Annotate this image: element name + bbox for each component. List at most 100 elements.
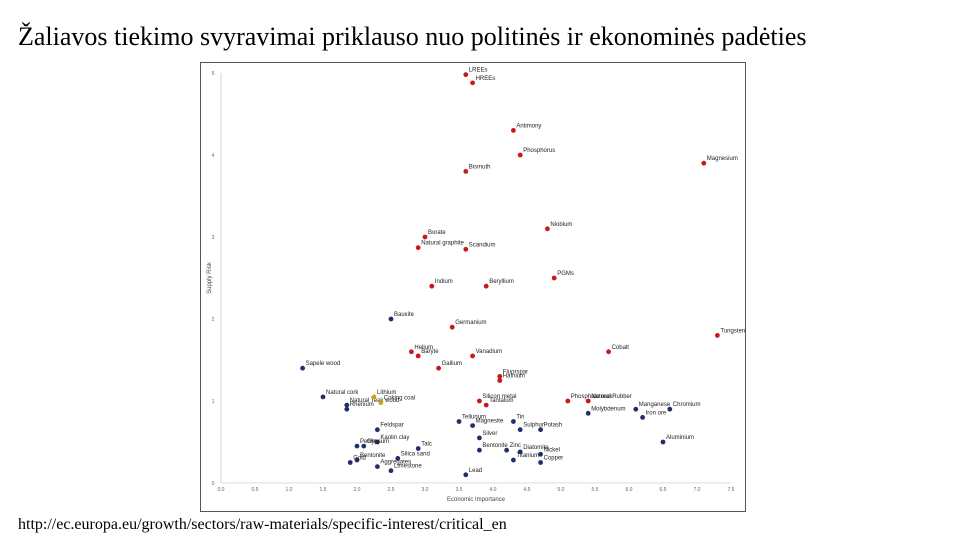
- data-point-label: Aggregates: [380, 460, 411, 466]
- x-tick-label: 2.0: [354, 487, 361, 493]
- data-point: [375, 464, 380, 469]
- data-point: [483, 402, 489, 408]
- data-point-label: Natural graphite: [421, 241, 464, 247]
- data-point-label: Rhenium: [350, 402, 374, 408]
- data-point-label: Lithium: [377, 390, 396, 396]
- x-tick-label: 1.5: [320, 487, 327, 493]
- data-point-label: Fluorspar: [503, 369, 528, 375]
- data-point-label: Silver: [482, 431, 497, 437]
- slide-title: Žaliavos tiekimo svyravimai priklauso nu…: [18, 22, 807, 51]
- data-point-label: Bentonite: [482, 443, 508, 449]
- data-point-label: Natural Rubber: [591, 394, 632, 400]
- data-point-label: Chromium: [673, 402, 701, 408]
- data-point: [395, 456, 401, 461]
- data-point: [483, 283, 489, 289]
- x-tick-label: 2.5: [388, 487, 395, 493]
- data-point: [470, 80, 475, 86]
- data-point: [517, 449, 523, 455]
- data-point-label: Vanadium: [476, 349, 503, 355]
- source-link[interactable]: http://ec.europa.eu/growth/sectors/raw-m…: [18, 516, 507, 533]
- data-point-label: Niobium: [550, 222, 572, 228]
- data-point-label: Bentonite: [360, 453, 386, 459]
- y-tick-label: 1: [212, 399, 215, 405]
- data-point: [497, 374, 503, 379]
- data-point-label: Talc: [421, 442, 432, 448]
- data-point-label: Kaolin clay: [380, 435, 409, 441]
- data-point: [378, 400, 384, 406]
- data-point: [511, 128, 516, 133]
- x-tick-label: 0.5: [252, 487, 259, 493]
- x-tick-label: 3.5: [456, 487, 463, 493]
- data-point: [511, 457, 516, 463]
- data-point-label: Copper: [544, 456, 564, 462]
- x-tick-label: 5.5: [592, 487, 599, 493]
- y-tick-label: 3: [212, 235, 215, 241]
- data-point: [667, 406, 673, 412]
- y-tick-label: 0: [212, 481, 215, 487]
- data-point-label: Sulphur: [523, 423, 544, 429]
- data-point-label: Magnesium: [707, 156, 738, 162]
- data-point-label: Borate: [428, 230, 446, 236]
- data-point: [585, 398, 591, 404]
- data-point-label: Bauxite: [394, 312, 415, 318]
- data-point-label: Magnesite: [476, 419, 504, 425]
- data-point-label: Feldspar: [380, 423, 403, 429]
- data-point: [463, 246, 469, 252]
- data-point: [300, 365, 305, 371]
- data-point-label: Gypsum: [367, 439, 389, 445]
- data-point: [511, 419, 516, 424]
- data-point: [565, 398, 571, 404]
- data-point: [415, 353, 421, 359]
- data-point: [463, 169, 469, 174]
- data-point-label: Gallium: [442, 361, 462, 367]
- data-point: [388, 316, 394, 322]
- data-point-label: Bismuth: [469, 164, 491, 170]
- x-tick-label: 6.0: [626, 487, 633, 493]
- data-point: [545, 226, 550, 232]
- data-point-label: LREEs: [469, 68, 488, 74]
- data-point-label: Germanium: [455, 320, 486, 326]
- data-point: [470, 423, 475, 428]
- data-point-label: Beryllium: [489, 279, 514, 285]
- data-point: [361, 443, 367, 449]
- data-point-label: Phosphorus: [523, 148, 555, 154]
- data-point: [517, 152, 523, 158]
- data-point-label: Tellurium: [462, 415, 486, 421]
- data-point: [633, 406, 639, 412]
- data-point: [606, 349, 611, 355]
- data-point: [415, 245, 421, 251]
- data-point-label: Diatomite: [523, 445, 549, 451]
- data-point: [344, 406, 350, 412]
- data-point-label: Indium: [435, 279, 453, 285]
- data-point: [660, 439, 666, 445]
- data-point: [409, 349, 414, 355]
- data-point-label: Limestone: [394, 464, 422, 470]
- data-point: [585, 410, 591, 416]
- data-point-label: Scandium: [469, 242, 496, 248]
- data-point: [463, 472, 469, 478]
- y-tick-label: 2: [212, 317, 215, 323]
- data-point-label: Sapele wood: [306, 361, 341, 367]
- data-point: [429, 283, 435, 289]
- data-point-label: Perlite: [360, 439, 378, 445]
- data-point-label: Lead: [469, 468, 482, 474]
- data-point-label: Coking coal: [384, 396, 415, 402]
- data-point: [371, 394, 377, 400]
- data-point-label: Potash: [544, 423, 563, 429]
- chart-points: LREEs HREEs Antimony Phosphorus Magnesium Bis…: [300, 68, 745, 478]
- data-point: [477, 398, 482, 404]
- data-point: [517, 427, 523, 433]
- x-tick-label: 0.0: [218, 487, 225, 493]
- data-point-label: Zinc: [510, 443, 521, 449]
- data-point: [436, 365, 441, 371]
- data-point-label: Iron ore: [646, 410, 667, 416]
- data-point: [497, 378, 503, 383]
- data-point-label: Helium: [414, 345, 433, 351]
- data-point: [701, 160, 707, 166]
- data-point: [375, 427, 380, 433]
- data-point: [538, 460, 543, 465]
- data-point: [538, 451, 543, 457]
- data-point-label: Antimony: [516, 123, 541, 129]
- y-tick-label: 5: [212, 71, 215, 77]
- data-point: [477, 435, 482, 441]
